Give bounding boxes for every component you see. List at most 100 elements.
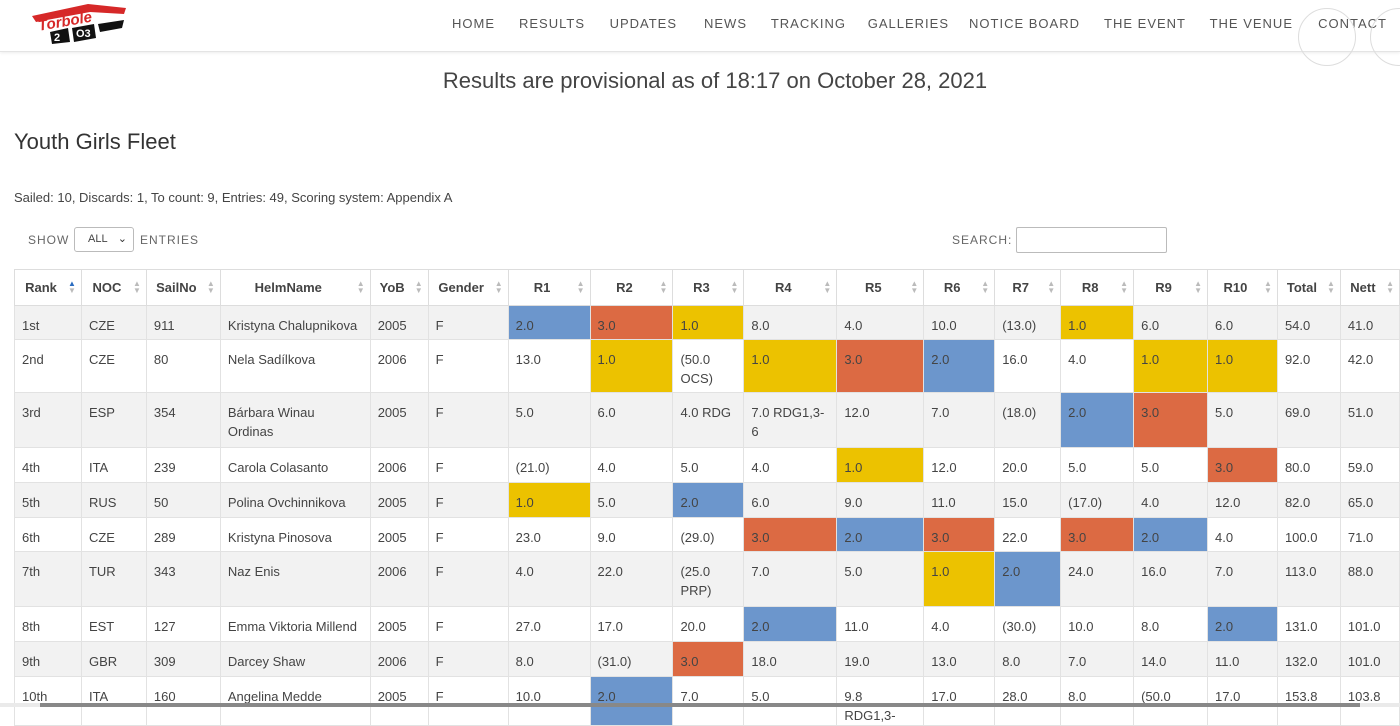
table-row: 4th ITA 239 Carola Colasanto 2006 F (21.0) 4.0 5… [14, 447, 1400, 483]
column-header-nett[interactable]: Nett ▲ ▼ [1339, 269, 1400, 306]
cell-helmname[interactable]: Naz Enis [219, 551, 371, 607]
cell-helmname[interactable]: Emma Viktoria Millend [219, 606, 371, 642]
cell-r3: 20.0 [672, 606, 745, 642]
nav-the-event[interactable]: THE EVENT [1104, 16, 1186, 31]
scrollbar-thumb[interactable] [40, 703, 1360, 707]
column-header-total[interactable]: Total ▲ ▼ [1276, 269, 1341, 306]
cell-r3: (29.0) [672, 517, 745, 552]
cell-total: 132.0 [1276, 641, 1341, 677]
cell-helmname[interactable]: Polina Ovchinnikova [219, 482, 371, 518]
cell-nett: 59.0 [1339, 447, 1400, 483]
cell-r9: 16.0 [1133, 551, 1209, 607]
cell-r4: 4.0 [743, 447, 838, 483]
cell-r3: 1.0 [672, 305, 745, 340]
column-header-helmname[interactable]: HelmName ▲ ▼ [219, 269, 371, 306]
cell-r3: 2.0 [672, 482, 745, 518]
cell-yob: 2006 [369, 551, 429, 607]
column-header-r4[interactable]: R4 ▲ ▼ [743, 269, 838, 306]
cell-helmname[interactable]: Bárbara Winau Ordinas [219, 392, 371, 448]
column-header-label: Gender [438, 280, 484, 295]
sort-arrows-icon: ▲ ▼ [981, 279, 990, 295]
sort-arrows-icon: ▲ ▼ [132, 279, 141, 295]
cell-r1: 1.0 [507, 482, 591, 518]
cell-noc: TUR [80, 551, 147, 607]
column-header-gender[interactable]: Gender ▲ ▼ [427, 269, 509, 306]
cell-rank: 8th [14, 606, 82, 642]
table-row: 1st CZE 911 Kristyna Chalupnikova 2005 F 2.0 3.… [14, 305, 1400, 340]
column-header-r2[interactable]: R2 ▲ ▼ [589, 269, 674, 306]
cell-yob: 2005 [369, 606, 429, 642]
column-header-r7[interactable]: R7 ▲ ▼ [994, 269, 1062, 306]
nav-updates[interactable]: UPDATES [609, 16, 677, 31]
cell-gender: F [427, 676, 509, 726]
column-header-r3[interactable]: R3 ▲ ▼ [672, 269, 745, 306]
column-header-r8[interactable]: R8 ▲ ▼ [1060, 269, 1135, 306]
cell-r9: 4.0 [1133, 482, 1209, 518]
cell-nett: 71.0 [1339, 517, 1400, 552]
cell-rank: 9th [14, 641, 82, 677]
cell-total: 131.0 [1276, 606, 1341, 642]
cell-r10: 3.0 [1207, 447, 1278, 483]
horizontal-scrollbar[interactable] [0, 703, 1400, 707]
cell-r4: 2.0 [743, 606, 838, 642]
cell-r9: 1.0 [1133, 339, 1209, 393]
nav-galleries[interactable]: GALLERIES [867, 16, 949, 31]
nav-news[interactable]: NEWS [704, 16, 747, 31]
cell-sailno: 160 [145, 676, 221, 726]
cell-r5: 9.0 [836, 482, 925, 518]
cell-helmname[interactable]: Kristyna Pinosova [219, 517, 371, 552]
column-header-r9[interactable]: R9 ▲ ▼ [1133, 269, 1209, 306]
table-row: 6th CZE 289 Kristyna Pinosova 2005 F 23.0 9.0 (2… [14, 517, 1400, 552]
cell-r4: 3.0 [743, 517, 838, 552]
cell-nett: 51.0 [1339, 392, 1400, 448]
sort-arrows-icon: ▲ ▼ [494, 279, 503, 295]
column-header-r5[interactable]: R5 ▲ ▼ [836, 269, 925, 306]
cell-noc: EST [80, 606, 147, 642]
search-input[interactable] [1016, 227, 1167, 253]
cell-sailno: 289 [145, 517, 221, 552]
cell-r2: 2.0 [589, 676, 674, 726]
cell-nett: 101.0 [1339, 606, 1400, 642]
nav-home[interactable]: HOME [452, 16, 495, 31]
column-header-yob[interactable]: YoB ▲ ▼ [369, 269, 429, 306]
cell-r9: 6.0 [1133, 305, 1209, 340]
column-header-noc[interactable]: NOC ▲ ▼ [80, 269, 147, 306]
table-row: 7th TUR 343 Naz Enis 2006 F 4.0 22.0 (25.0 PRP) 7… [14, 551, 1400, 607]
cell-yob: 2005 [369, 392, 429, 448]
table-row: 9th GBR 309 Darcey Shaw 2006 F 8.0 (31.0) 3.0 18.… [14, 641, 1400, 677]
cell-r10: 11.0 [1207, 641, 1278, 677]
cell-noc: RUS [80, 482, 147, 518]
nav-notice-board[interactable]: NOTICE BOARD [969, 16, 1080, 31]
cell-sailno: 309 [145, 641, 221, 677]
table-row: 2nd CZE 80 Nela Sadílkova 2006 F 13.0 1.0 (50.0 … [14, 339, 1400, 393]
cell-r7: 2.0 [994, 551, 1062, 607]
nav-the-venue[interactable]: THE VENUE [1209, 16, 1293, 31]
cell-r1: 4.0 [507, 551, 591, 607]
entries-per-page-select[interactable]: ALL ⌄ [74, 227, 134, 252]
cell-helmname[interactable]: Nela Sadílkova [219, 339, 371, 393]
cell-r2: (31.0) [589, 641, 674, 677]
cell-r8: 7.0 [1060, 641, 1135, 677]
sort-arrows-icon: ▲ ▼ [1194, 279, 1203, 295]
column-header-r6[interactable]: R6 ▲ ▼ [923, 269, 996, 306]
sort-arrows-icon: ▲ ▼ [206, 279, 215, 295]
event-logo[interactable]: Torbole 2 O3 [28, 2, 130, 46]
sort-arrows-icon: ▲ ▼ [356, 279, 365, 295]
column-header-r1[interactable]: R1 ▲ ▼ [507, 269, 591, 306]
cell-helmname[interactable]: Angelina Medde [219, 676, 371, 726]
cell-r5: 11.0 [836, 606, 925, 642]
nav-tracking[interactable]: TRACKING [770, 16, 846, 31]
column-header-label: R7 [1012, 280, 1029, 295]
cell-helmname[interactable]: Kristyna Chalupnikova [219, 305, 371, 340]
cell-total: 82.0 [1276, 482, 1341, 518]
cell-total: 80.0 [1276, 447, 1341, 483]
cell-yob: 2005 [369, 517, 429, 552]
column-header-r10[interactable]: R10 ▲ ▼ [1207, 269, 1278, 306]
column-header-rank[interactable]: Rank ▲ ▼ [14, 269, 82, 306]
nav-results[interactable]: RESULTS [519, 16, 585, 31]
column-header-sailno[interactable]: SailNo ▲ ▼ [145, 269, 221, 306]
cell-helmname[interactable]: Carola Colasanto [219, 447, 371, 483]
cell-nett: 42.0 [1339, 339, 1400, 393]
cell-total: 92.0 [1276, 339, 1341, 393]
cell-helmname[interactable]: Darcey Shaw [219, 641, 371, 677]
